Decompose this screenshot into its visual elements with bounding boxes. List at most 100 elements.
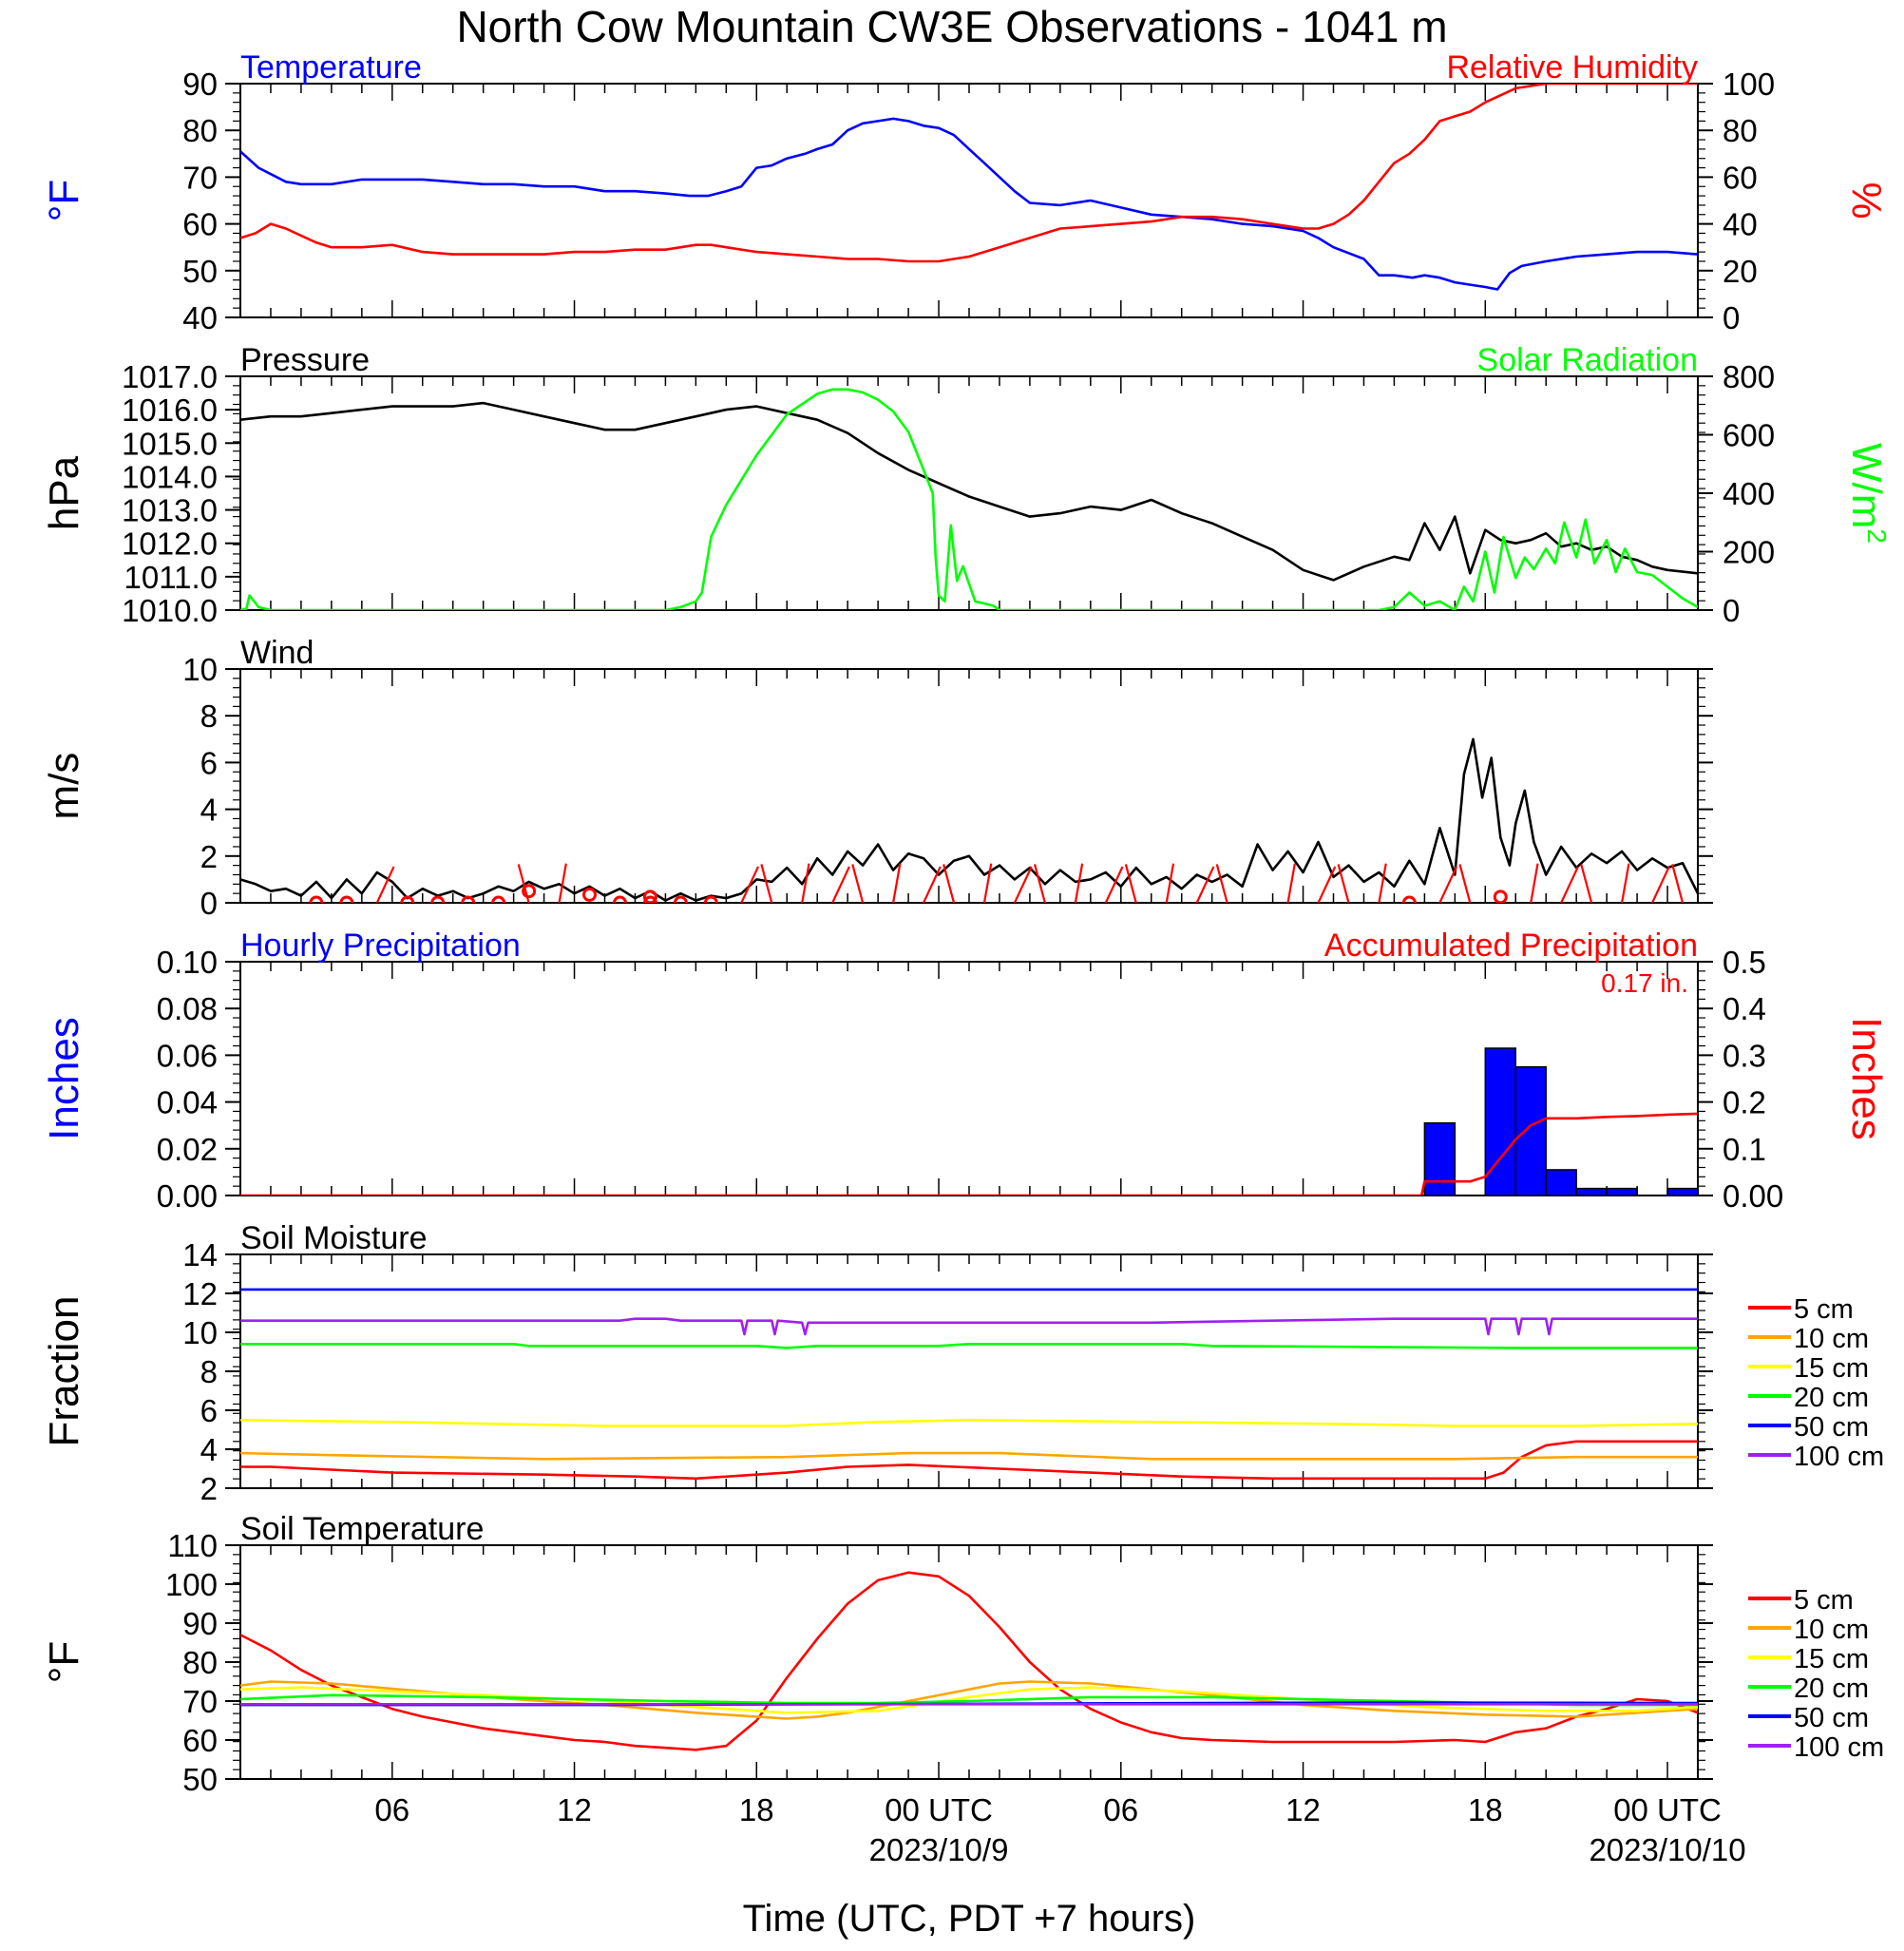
y-tick-label-left: 1016.0	[122, 392, 218, 428]
y-axis-label-right: W/m2	[1843, 443, 1892, 544]
series-line-5-cm	[240, 1440, 1698, 1481]
x-tick-date-label: 2023/10/9	[869, 1832, 1009, 1867]
wind-calm-marker	[491, 895, 506, 903]
y-tick-label-left: 0.04	[157, 1085, 218, 1120]
y-tick-label-left: 2	[200, 1471, 218, 1506]
wind-calm-marker	[673, 895, 688, 903]
y-tick-label-right: 80	[1723, 113, 1758, 148]
wind-barb	[1560, 866, 1579, 903]
y-tick-label-left: 8	[200, 698, 218, 734]
legend-label: 5 cm	[1794, 1585, 1854, 1616]
series-line-pressure	[240, 401, 1698, 582]
wind-barb	[1165, 863, 1175, 903]
y-tick-label-left: 6	[200, 745, 218, 780]
y-axis-label-right: Inches	[1843, 1017, 1890, 1140]
y-tick-label-right: 0.3	[1723, 1038, 1766, 1073]
wind-barb	[831, 866, 850, 903]
y-tick-label-left: 0.08	[157, 991, 218, 1026]
y-tick-label-left: 110	[167, 1528, 218, 1563]
legend-label: 10 cm	[1794, 1615, 1869, 1645]
wind-barb	[1124, 864, 1137, 903]
legend-label: 10 cm	[1794, 1324, 1869, 1354]
panel-title-left: Hourly Precipitation	[240, 928, 521, 964]
y-tick-label-left: 0.10	[157, 945, 218, 980]
wind-barb	[923, 866, 942, 903]
wind-barb	[558, 863, 567, 903]
accumulated-precip-line	[240, 1112, 1698, 1195]
x-axis: 06 12 18 00 UTC 2023/10/9 06 12 18 00 UTC 2023/10…	[374, 1792, 1745, 1867]
y-tick-label-right: 0.4	[1723, 991, 1766, 1026]
plot-area	[240, 737, 1698, 903]
x-tick-label: 18	[1468, 1792, 1503, 1827]
precip-bar	[1484, 1047, 1516, 1195]
precip-bar	[1606, 1187, 1638, 1195]
chart-title: North Cow Mountain CW3E Observations - 1…	[456, 2, 1447, 51]
y-tick-label-left: 80	[182, 113, 218, 148]
y-tick-label-left: 80	[182, 1645, 218, 1680]
y-axis-label-left: °F	[41, 1641, 87, 1683]
panel-title-left: Soil Temperature	[240, 1511, 484, 1547]
wind-barb	[1621, 863, 1630, 903]
wind-barb	[760, 864, 773, 903]
wind-barb	[740, 866, 760, 903]
legend-label: 100 cm	[1794, 1442, 1884, 1472]
panel-title-left: Soil Moisture	[240, 1220, 428, 1256]
x-tick-label: 00 UTC	[1613, 1792, 1722, 1827]
plot-area	[240, 1288, 1698, 1481]
panel-title-right: Relative Humidity	[1446, 49, 1698, 86]
plot-area	[240, 84, 1698, 291]
panel-wind: 0 2 4 6 8 10 Wind m/s	[41, 635, 1713, 921]
y-tick-label-left: 1011.0	[124, 560, 218, 595]
precip-bar	[1545, 1169, 1577, 1195]
legend-label: 5 cm	[1794, 1294, 1854, 1325]
panel-title-left: Temperature	[240, 49, 422, 86]
y-tick-label-left: 0.06	[157, 1038, 218, 1073]
x-tick-label: 06	[374, 1792, 409, 1827]
wind-calm-marker	[461, 895, 476, 903]
y-tick-label-right: 800	[1723, 359, 1775, 394]
x-tick-label: 00 UTC	[885, 1792, 993, 1827]
wind-calm-marker	[400, 895, 415, 903]
panel-pressure_solar: 1010.01011.01012.01013.01014.01015.01016…	[41, 342, 1892, 628]
panel-annotation: 0.17 in.	[1601, 968, 1688, 998]
series-line-relative-humidity	[240, 84, 1698, 263]
wind-barb	[1074, 863, 1084, 903]
wind-barb	[1438, 866, 1458, 903]
legend-label: 20 cm	[1794, 1383, 1869, 1413]
legend-label: 50 cm	[1794, 1412, 1869, 1443]
x-tick-label: 12	[557, 1792, 592, 1827]
y-tick-label-right: 200	[1723, 535, 1775, 570]
x-tick-label: 18	[739, 1792, 774, 1827]
wind-barb	[892, 863, 902, 903]
y-tick-label-left: 1010.0	[122, 593, 218, 628]
y-axis-label-left: hPa	[41, 455, 87, 530]
wind-barb	[1013, 866, 1033, 903]
wind-calm-marker	[642, 895, 657, 903]
wind-calm-marker	[1401, 895, 1417, 903]
y-tick-label-left: 10	[182, 652, 218, 687]
y-tick-label-left: 1017.0	[122, 359, 218, 394]
legend-label: 100 cm	[1794, 1732, 1884, 1763]
wind-barb	[1286, 863, 1296, 903]
wind-calm-marker	[703, 895, 718, 903]
y-tick-label-left: 50	[182, 1762, 218, 1797]
y-axis-label-left: m/s	[41, 753, 87, 820]
legend-label: 20 cm	[1794, 1674, 1869, 1704]
wind-calm-marker	[339, 895, 354, 903]
wind-barb	[982, 863, 993, 903]
y-tick-label-left: 1013.0	[122, 493, 218, 528]
wind-calm-marker	[309, 895, 324, 903]
y-tick-label-right: 0.2	[1723, 1085, 1766, 1120]
legend-label: 50 cm	[1794, 1703, 1869, 1733]
y-tick-label-left: 12	[182, 1276, 218, 1311]
wind-barb	[1671, 864, 1685, 903]
y-axis-label-left: Inches	[41, 1017, 87, 1140]
wind-barb	[1337, 864, 1350, 903]
wind-barb	[801, 863, 810, 903]
y-tick-label-left: 1014.0	[122, 459, 218, 494]
series-line-100-cm	[240, 1317, 1698, 1336]
panel-title-right: Accumulated Precipitation	[1324, 928, 1698, 964]
